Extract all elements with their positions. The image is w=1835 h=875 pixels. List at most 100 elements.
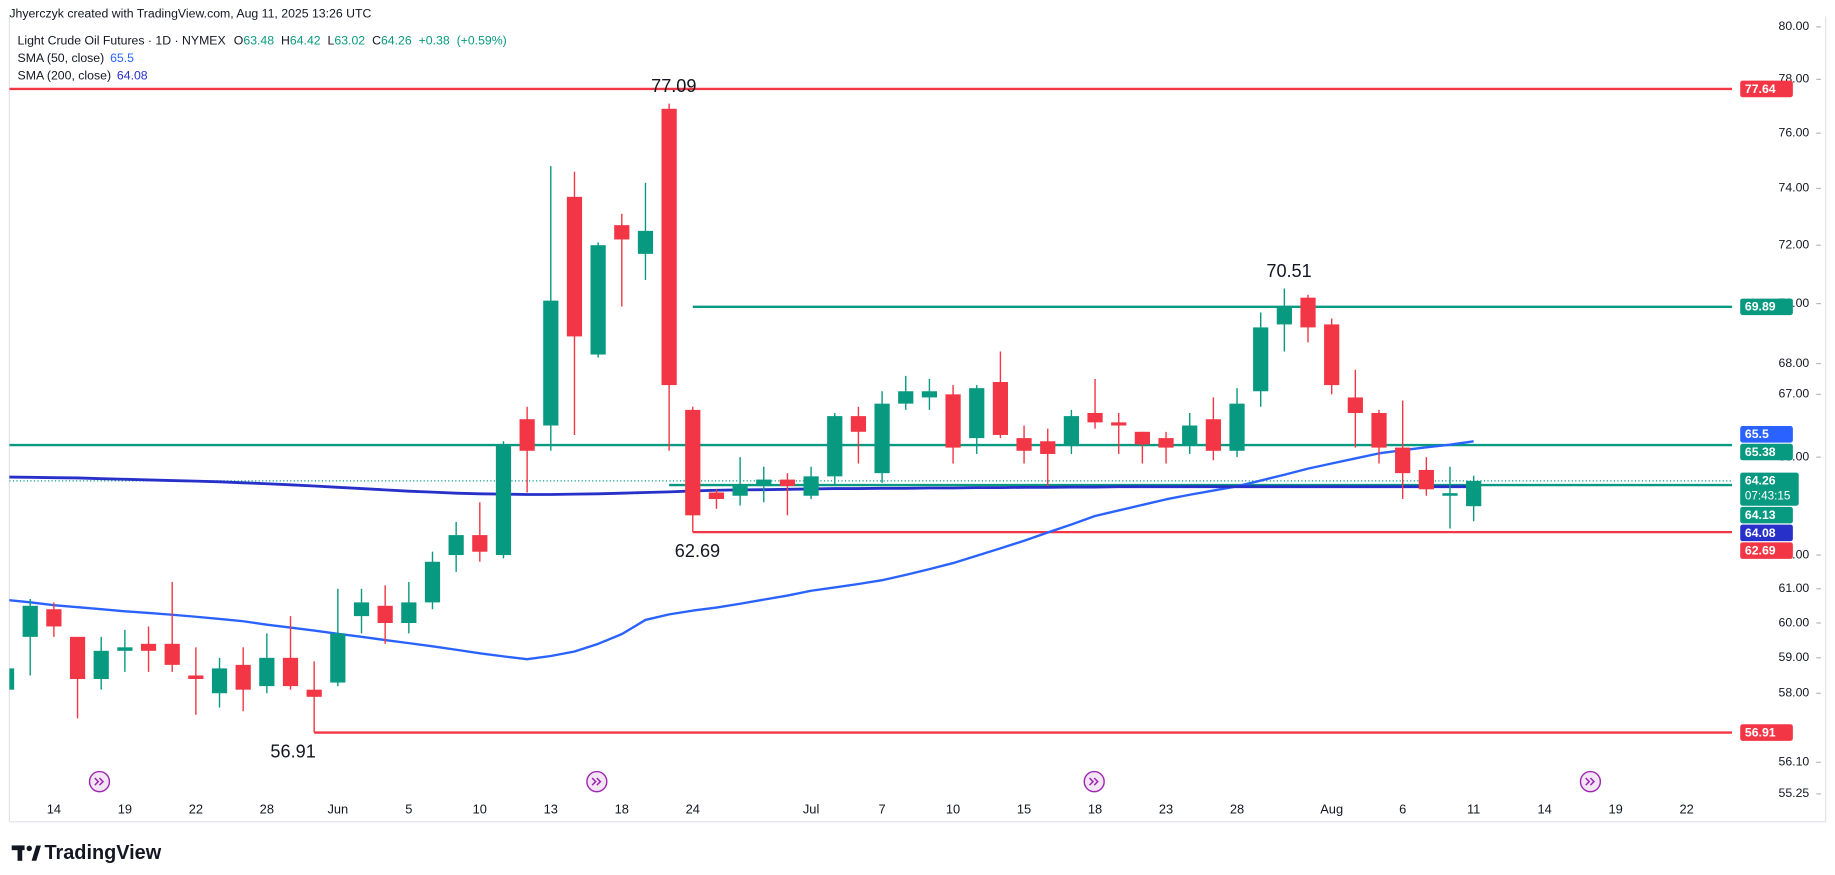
price-label: 65.5 [1745,427,1769,441]
x-tick-label: 14 [1537,801,1551,816]
event-icon [1083,770,1105,793]
x-tick-label: 15 [1017,801,1031,816]
x-tick-label: 5 [405,801,412,816]
indicator-name: SMA (200, close) [18,68,112,82]
candle-body [1182,425,1198,445]
price-annotation: 77.09 [651,75,696,96]
candle-body [1253,327,1269,392]
candle-body [661,108,677,386]
countdown: 07:43:15 [1745,489,1791,502]
candle-body [282,657,299,687]
ohlc-key: C [372,34,381,48]
candle-body [803,476,819,496]
price-label-box [1740,506,1793,524]
candle-body [1442,493,1458,496]
y-tick-label: 74.00 [1779,181,1810,195]
candle-body [472,535,488,552]
candle-body [93,650,109,680]
candle-body [140,643,157,651]
candle-body [1466,480,1482,507]
price-label-box [1740,724,1793,741]
candle-body [1111,422,1127,426]
price-label: 64.08 [1745,526,1776,540]
ohlc-value: 64.26 [381,34,412,48]
x-tick-label: 6 [1399,801,1406,816]
x-tick-label: 28 [1230,801,1244,816]
x-tick-label: 19 [1608,801,1622,816]
event-icon [586,770,608,793]
candle-body [566,196,583,337]
candle-body [69,636,86,680]
price-label-box [1740,298,1793,316]
candle-body [1418,469,1434,490]
candle-body [1229,403,1245,451]
x-tick-label: Jun [327,801,348,816]
candle-body [1371,412,1387,448]
y-tick-label: 56.10 [1779,754,1810,768]
candle-body [495,444,512,556]
candle-body [1063,416,1079,445]
overlay: 80.0078.0076.0074.0072.0070.0068.0067.00… [18,19,1821,816]
price-label: 77.64 [1745,82,1776,96]
candle-body [779,479,796,487]
brand: TradingView [44,842,161,864]
candle-body [9,668,15,690]
symbol-name: Light Crude Oil Futures · 1D · NYMEX [18,34,226,48]
x-tick-label: 7 [879,801,886,816]
x-tick-label: 18 [1088,801,1102,816]
candle-body [424,561,441,603]
candle-body [117,647,133,651]
candle-body [235,664,251,690]
y-tick-label: 60.00 [1779,615,1810,629]
candle-body [921,391,938,398]
candle-body [827,416,843,477]
y-tick-label: 72.00 [1779,237,1810,251]
x-tick-label: 28 [260,801,274,816]
candle-body [732,486,748,496]
candle-body [898,391,914,404]
price-label: 69.89 [1745,300,1776,314]
candle-body [945,394,961,448]
price-label-box [1740,80,1793,98]
legend-symbol: Light Crude Oil Futures · 1D · NYMEX O 63… [18,34,507,48]
candle-body [353,602,370,617]
y-tick-label: 58.00 [1779,685,1810,699]
candle-body [590,245,606,355]
price-label-box [1740,443,1793,461]
event-icons [88,770,1602,793]
indicator-legend-entry: SMA (200, close) 64.08 [18,68,148,82]
indicator-legend-entry: SMA (50, close) 65.5 [18,51,135,65]
candle-body [1087,412,1103,423]
price-label: 65.38 [1745,445,1776,459]
price-label-box [1740,426,1793,443]
ohlc-value: 64.42 [290,34,321,48]
candle-body [1395,447,1411,474]
x-tick-label: 18 [615,801,629,816]
price-label: 56.91 [1745,725,1776,739]
y-tick-label: 68.00 [1779,356,1810,370]
x-tick-label: Jul [803,801,820,816]
event-icon [1579,770,1602,793]
plot-area [9,87,1733,734]
brand-logo [11,845,41,861]
x-tick-label: 22 [189,801,203,816]
indicator-value: 65.5 [110,51,134,65]
candle-body [850,416,867,432]
candle-body [1205,419,1221,451]
price-label: 64.26 [1745,474,1776,488]
candle-body [401,602,417,624]
ohlc-value: 63.02 [334,34,365,48]
y-tick-label: 67.00 [1779,387,1810,401]
price-annotation: 70.51 [1266,260,1311,281]
ohlc-key: O [234,34,244,48]
indicator-name: SMA (50, close) [18,51,105,65]
x-tick-label: 13 [544,801,558,816]
y-tick-label: 55.25 [1779,786,1810,800]
y-tick-label: 76.00 [1779,125,1810,139]
candle-body [448,535,464,556]
candle-body [756,479,772,487]
candle-body [637,230,654,254]
